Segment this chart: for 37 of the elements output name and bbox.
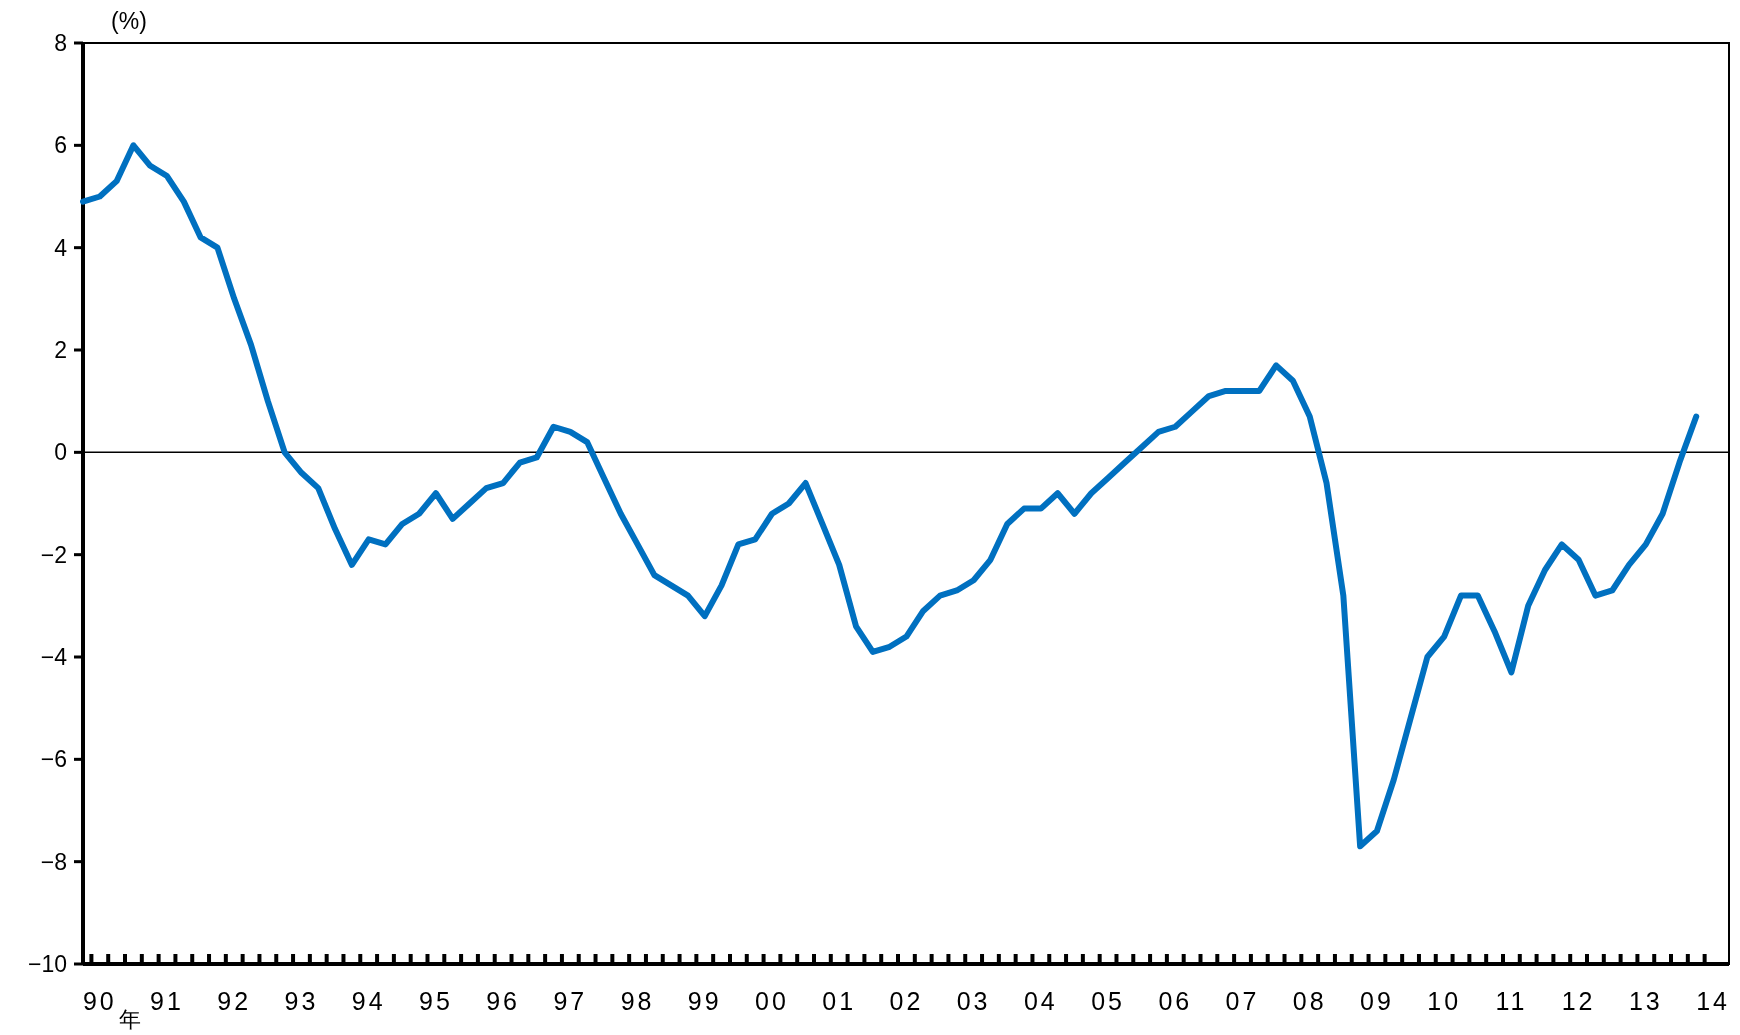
x-tick-label: 04 <box>1023 987 1058 1015</box>
x-tick-label: 14 <box>1696 987 1730 1015</box>
y-tick-label: 6 <box>54 132 67 159</box>
y-tick-label: −6 <box>40 746 67 773</box>
x-tick-label: 07 <box>1225 987 1260 1015</box>
x-tick-label: 02 <box>889 987 924 1015</box>
y-tick-label: 2 <box>54 337 67 363</box>
x-tick-label: 08 <box>1292 987 1327 1015</box>
x-tick-label: 12 <box>1561 987 1596 1015</box>
x-tick-label: 11 <box>1495 987 1528 1015</box>
x-tick-label: 94 <box>351 987 386 1015</box>
y-tick-label: 0 <box>54 439 67 466</box>
y-axis-title: (%) <box>111 8 147 34</box>
x-axis-title: 年 <box>118 1007 141 1032</box>
x-tick-label: 93 <box>284 987 319 1015</box>
x-tick-label: 98 <box>620 987 655 1015</box>
x-tick-label: 92 <box>217 987 252 1015</box>
y-tick-label: −2 <box>40 541 67 568</box>
x-tick-label: 09 <box>1360 987 1394 1015</box>
x-tick-label: 96 <box>486 987 521 1015</box>
y-tick-label: −8 <box>40 848 67 875</box>
x-tick-label: 06 <box>1158 987 1193 1015</box>
y-tick-label: 8 <box>54 30 67 56</box>
x-tick-label: 10 <box>1427 987 1462 1015</box>
y-tick-label: −4 <box>40 644 68 670</box>
x-tick-label: 95 <box>418 987 453 1015</box>
x-tick-label: 90 <box>82 987 117 1015</box>
x-tick-label: 13 <box>1628 987 1663 1015</box>
x-tick-label: 01 <box>822 987 857 1015</box>
x-tick-label: 05 <box>1091 987 1125 1015</box>
x-tick-label: 97 <box>553 987 588 1015</box>
x-tick-label: 99 <box>687 987 722 1015</box>
x-tick-label: 03 <box>956 987 991 1015</box>
y-tick-label: −10 <box>27 951 67 977</box>
y-tick-label: 4 <box>54 234 68 261</box>
x-tick-label: 91 <box>150 987 184 1015</box>
x-tick-label: 00 <box>755 987 789 1015</box>
